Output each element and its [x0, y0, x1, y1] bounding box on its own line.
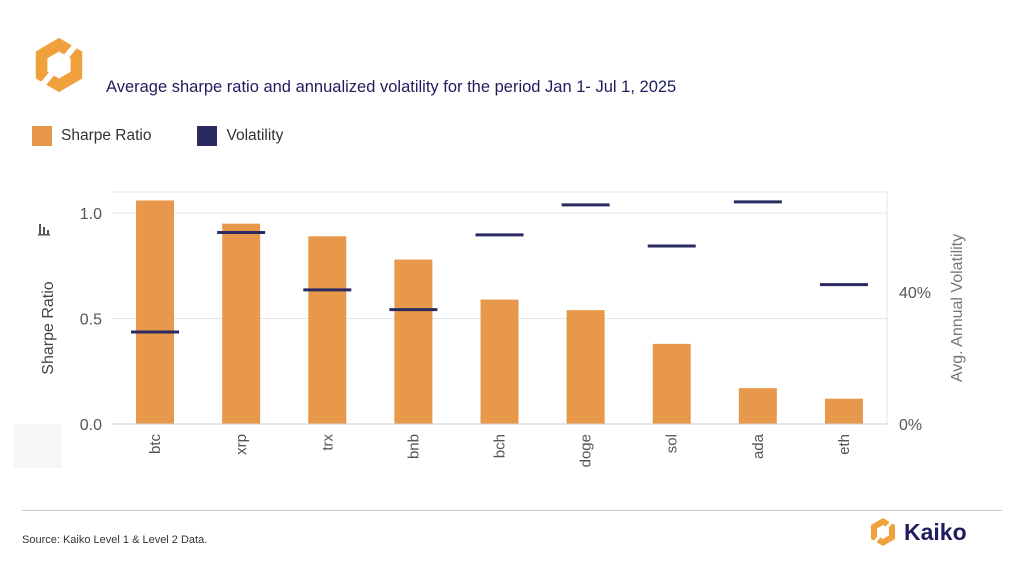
x-tick-label: eth: [836, 434, 853, 455]
source-note: Source: Kaiko Level 1 & Level 2 Data.: [22, 534, 208, 546]
legend-swatch-volatility: [197, 126, 218, 146]
y-tick-label: 0.0: [80, 417, 102, 434]
bar-eth: [824, 398, 863, 424]
kaiko-logo: [35, 37, 83, 93]
bar-sol: [652, 343, 691, 424]
axis-glyph-base: [38, 234, 50, 236]
brand-name: Kaiko: [904, 518, 967, 545]
x-tick-label: sol: [664, 434, 681, 453]
legend-label-sharpe: Sharpe Ratio: [61, 127, 152, 144]
bar-xrp: [222, 223, 261, 424]
y2-axis-label: Avg. Annual Volatility: [949, 234, 966, 382]
legend-label-volatility: Volatility: [226, 127, 284, 144]
x-tick-label: xrp: [233, 434, 250, 455]
axis-glyph-bar: [47, 230, 49, 234]
legend-item-volatility: Volatility: [197, 126, 283, 146]
legend-swatch-sharpe: [32, 126, 52, 146]
bar-bch: [480, 299, 519, 424]
y2-tick-label: 0%: [899, 417, 922, 434]
x-tick-label: doge: [578, 434, 595, 467]
x-tick-label: bch: [492, 434, 509, 458]
chart-svg: 0.0 0.5 1.0 0% 40% btc xrp trx bnb bch doge sol ada e…: [38, 191, 966, 467]
bar-btc: [136, 200, 175, 424]
y-tick-label: 1.0: [80, 206, 102, 223]
axis-glyph-bar: [39, 224, 41, 234]
x-tick-label: trx: [319, 434, 336, 451]
x-tick-label: btc: [147, 434, 164, 455]
footer-divider: [22, 510, 1002, 511]
bar-trx: [308, 236, 347, 424]
legend: Sharpe Ratio Volatility: [32, 126, 329, 146]
y-tick-label: 0.5: [80, 312, 102, 329]
x-tick-label: ada: [750, 433, 767, 459]
chart-subtitle: Average sharpe ratio and annualized vola…: [106, 78, 677, 96]
bar-ada: [738, 388, 777, 424]
legend-item-sharpe: Sharpe Ratio: [32, 126, 151, 146]
bar-bnb: [394, 259, 433, 424]
axis-glyph-bar: [43, 227, 45, 234]
y-axis-label: Sharpe Ratio: [40, 281, 57, 374]
kaiko-brand: Kaiko: [868, 517, 967, 547]
background-panel: [14, 424, 62, 468]
y2-tick-label: 40%: [899, 285, 931, 302]
kaiko-brand-icon: [871, 518, 895, 546]
x-tick-label: bnb: [405, 434, 422, 459]
bar-doge: [566, 310, 605, 424]
